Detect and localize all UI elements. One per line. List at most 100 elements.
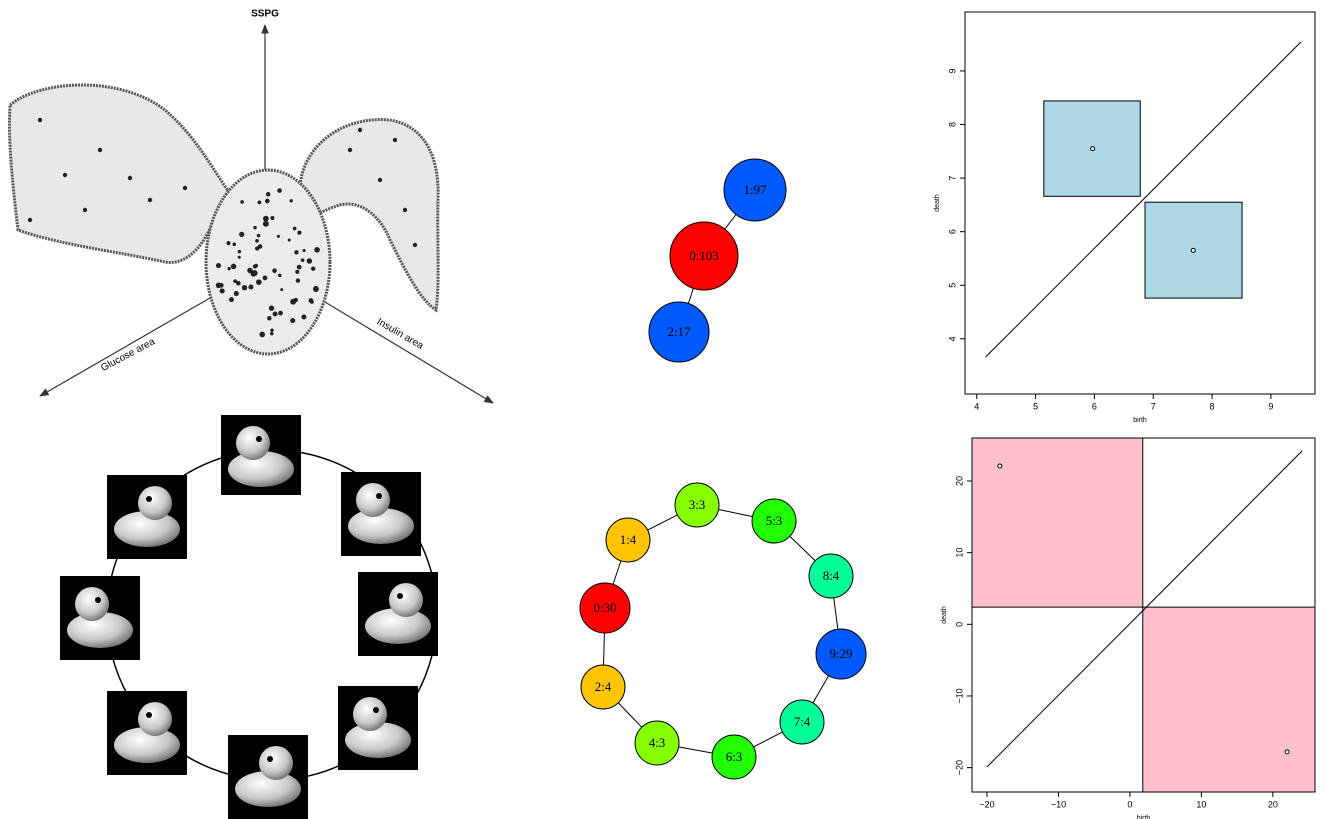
dot (267, 315, 272, 321)
dot (287, 238, 291, 242)
dot (357, 127, 363, 133)
region (1142, 607, 1315, 792)
duck-eye (95, 597, 101, 603)
dot (253, 225, 257, 230)
dot (262, 275, 268, 281)
dot (255, 238, 259, 243)
x-tick-label: 7 (1151, 401, 1156, 411)
axis-arrow (324, 301, 494, 404)
duck-body (348, 508, 414, 544)
duck-head (389, 583, 423, 617)
dot (233, 279, 238, 284)
y-tick-label: 20 (954, 476, 964, 486)
dot (226, 241, 231, 246)
plot-frame (971, 437, 1316, 793)
dot (237, 249, 242, 254)
duck-body (114, 727, 180, 763)
x-tick-label: 8 (1210, 401, 1215, 411)
sketch: SSPG Glucose area Insulin area (7, 9, 494, 404)
node-label: 1:97 (743, 182, 767, 197)
dot (241, 285, 248, 291)
duck-eye (146, 712, 152, 718)
dot (272, 311, 278, 317)
node-label: 0:103 (689, 248, 719, 263)
y-tick-label: 6 (947, 229, 957, 234)
y-tick-label: 4 (947, 336, 957, 341)
dot (82, 207, 88, 213)
dot (232, 242, 237, 247)
node-label: 1:4 (620, 532, 637, 547)
dot (262, 220, 269, 227)
dot (233, 290, 239, 297)
x-tick-label: 6 (1092, 401, 1097, 411)
duck-body (228, 451, 294, 487)
dot (256, 279, 262, 285)
duck-body (365, 608, 431, 644)
y-axis-label: death (941, 606, 948, 624)
dot (265, 191, 271, 197)
duck-body (114, 511, 180, 547)
node (711, 734, 757, 780)
axis-label: Glucose area (99, 336, 157, 374)
duck-head (138, 702, 172, 736)
dot (314, 246, 320, 253)
dot (215, 263, 222, 269)
dot (240, 200, 244, 204)
point (1090, 146, 1096, 152)
dot (272, 268, 277, 274)
dot (276, 234, 280, 238)
dot (310, 300, 314, 304)
shape-left (7, 83, 238, 265)
dot (127, 175, 133, 181)
dot (290, 317, 296, 324)
diagonal (986, 450, 1303, 768)
node (634, 720, 680, 766)
node-label: 8:4 (823, 568, 840, 583)
node-label: 2:4 (595, 679, 612, 694)
dot (301, 314, 307, 320)
duck-head (138, 486, 172, 520)
dot (147, 197, 153, 203)
duck-head (259, 746, 293, 780)
duck-head (236, 426, 270, 460)
dot (228, 297, 234, 303)
node-label: 9:29 (829, 646, 852, 661)
dot (302, 249, 306, 253)
node-label: 3:3 (689, 497, 706, 512)
point (1284, 749, 1290, 755)
dot (37, 117, 43, 123)
dot (27, 217, 33, 223)
dot (215, 282, 222, 289)
duck-body (235, 771, 301, 807)
dots (27, 117, 418, 338)
y-tick-label: −10 (954, 688, 964, 703)
node (648, 301, 710, 363)
node-label: 0:30 (593, 600, 616, 615)
dot (239, 231, 245, 238)
node (605, 517, 651, 563)
dot (182, 185, 188, 191)
y-tick-label: 9 (947, 68, 957, 73)
dot (236, 280, 241, 286)
node (751, 498, 797, 544)
dot (295, 269, 300, 274)
x-axis-label: birth (1137, 815, 1151, 819)
node (723, 158, 787, 222)
node-label: 2:17 (667, 324, 691, 339)
duck-head (356, 483, 390, 517)
diagonal (985, 41, 1302, 358)
dot (257, 200, 262, 205)
x-tick-label: 20 (1268, 799, 1278, 809)
point (1190, 247, 1196, 253)
node-label: 5:3 (766, 513, 783, 528)
x-tick-label: 4 (974, 401, 979, 411)
duck-image (107, 475, 187, 559)
duck-eye (373, 707, 379, 713)
dot (296, 264, 302, 270)
duck-eye (397, 593, 403, 599)
axis-arrow (39, 297, 211, 397)
dot (293, 297, 298, 303)
duck-image (107, 691, 187, 775)
duck-eye (256, 436, 262, 442)
